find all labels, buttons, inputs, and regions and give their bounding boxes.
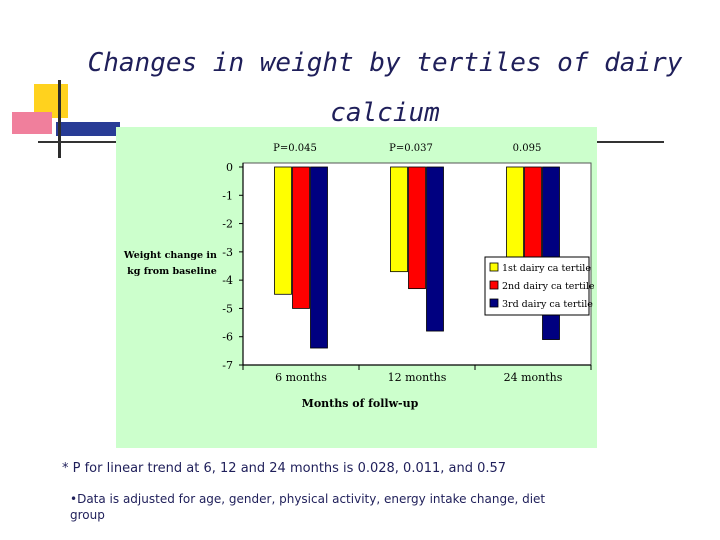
x-tick-label: 6 months	[275, 371, 327, 384]
legend-swatch	[489, 298, 499, 308]
decor-blue-bar	[56, 122, 120, 136]
bar-2-2	[408, 166, 426, 290]
y-tick-label: -6	[222, 331, 233, 344]
y-tick-label: -7	[222, 359, 233, 372]
footnote-adjustment: •Data is adjusted for age, gender, physi…	[70, 492, 546, 522]
legend-box	[484, 256, 590, 316]
footnote-p-trend: * P for linear trend at 6, 12 and 24 mon…	[62, 461, 507, 476]
bar-3-2	[426, 166, 444, 332]
y-axis-title: Weight change in kg from baseline	[123, 250, 220, 277]
p-value-label: 0.095	[513, 143, 542, 154]
decor-vertical-rule	[58, 80, 61, 158]
chart-panel: P=0.045 P=0.037 0.095 0 -1 -2 -3 -4 -5 -6 -7 6 mo…	[116, 127, 597, 448]
p-value-label: P=0.045	[273, 143, 317, 154]
y-tick-label: -2	[222, 218, 233, 231]
y-tick-label: -4	[222, 274, 233, 287]
x-tick-label: 12 months	[388, 371, 447, 384]
x-tick-label: 24 months	[504, 371, 563, 384]
y-tick-label: 0	[226, 161, 233, 174]
bar-3-1	[310, 166, 328, 349]
bar-2-1	[292, 166, 310, 309]
bar-2-3	[524, 166, 542, 267]
p-value-label: P=0.037	[389, 143, 433, 154]
y-tick-label: -3	[222, 246, 233, 259]
legend-label: 2nd dairy ca tertile	[502, 281, 595, 292]
decor-pink-block	[12, 112, 52, 134]
y-tick-label: -5	[222, 302, 233, 315]
legend-swatch	[489, 262, 499, 272]
x-axis-title: Months of follw-up	[302, 397, 419, 410]
bar-1-1	[274, 166, 292, 295]
bar-chart: P=0.045 P=0.037 0.095 0 -1 -2 -3 -4 -5 -6 -7 6 mo…	[123, 143, 595, 410]
legend-swatch	[489, 280, 499, 290]
y-tick-label: -1	[222, 189, 233, 202]
legend-label: 1st dairy ca tertile	[502, 263, 591, 274]
legend-label: 3rd dairy ca tertile	[502, 299, 593, 310]
slide-title: Changes in weight by tertiles of dairy c…	[87, 48, 683, 128]
bar-1-2	[390, 166, 408, 273]
